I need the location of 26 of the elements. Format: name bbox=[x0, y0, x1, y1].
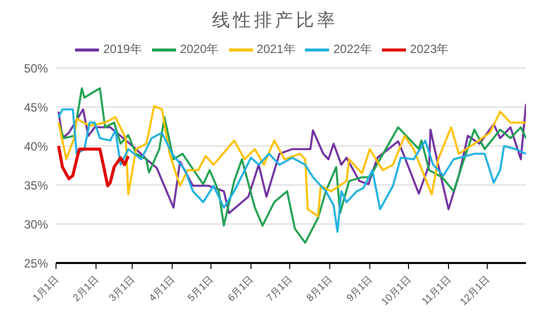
x-tick-label: 3月1日 bbox=[107, 274, 138, 304]
x-tick-label: 4月1日 bbox=[147, 274, 178, 304]
x-tick-label: 2月1日 bbox=[71, 274, 101, 304]
legend-label: 2020年 bbox=[180, 42, 219, 56]
x-tick-label: 1月1日 bbox=[31, 274, 61, 304]
legend-label: 2023年 bbox=[410, 42, 449, 56]
y-tick-label: 30% bbox=[24, 217, 48, 232]
y-tick-label: 45% bbox=[24, 100, 48, 114]
legend-label: 2019年 bbox=[103, 42, 142, 56]
line-series bbox=[57, 144, 130, 188]
y-tick-label: 50% bbox=[24, 61, 48, 76]
x-tick-label: 7月1日 bbox=[264, 274, 295, 304]
y-tick-label: 40% bbox=[24, 139, 48, 154]
legend-label: 2022年 bbox=[333, 42, 372, 56]
y-tick-label: 25% bbox=[24, 256, 48, 270]
x-tick-label: 10月1日 bbox=[380, 274, 414, 308]
x-tick-label: 11月1日 bbox=[420, 274, 454, 308]
legend-label: 2021年 bbox=[256, 42, 296, 56]
chart-title: 线性排产比率 bbox=[211, 9, 339, 33]
x-tick-label: 6月1日 bbox=[226, 274, 256, 304]
x-tick-label: 12月1日 bbox=[458, 274, 492, 308]
x-tick-label: 5月1日 bbox=[186, 274, 216, 304]
line-series bbox=[58, 87, 526, 244]
x-tick-label: 8月1日 bbox=[304, 274, 335, 304]
x-tick-label: 9月1日 bbox=[344, 274, 375, 304]
y-tick-label: 35% bbox=[24, 178, 48, 192]
